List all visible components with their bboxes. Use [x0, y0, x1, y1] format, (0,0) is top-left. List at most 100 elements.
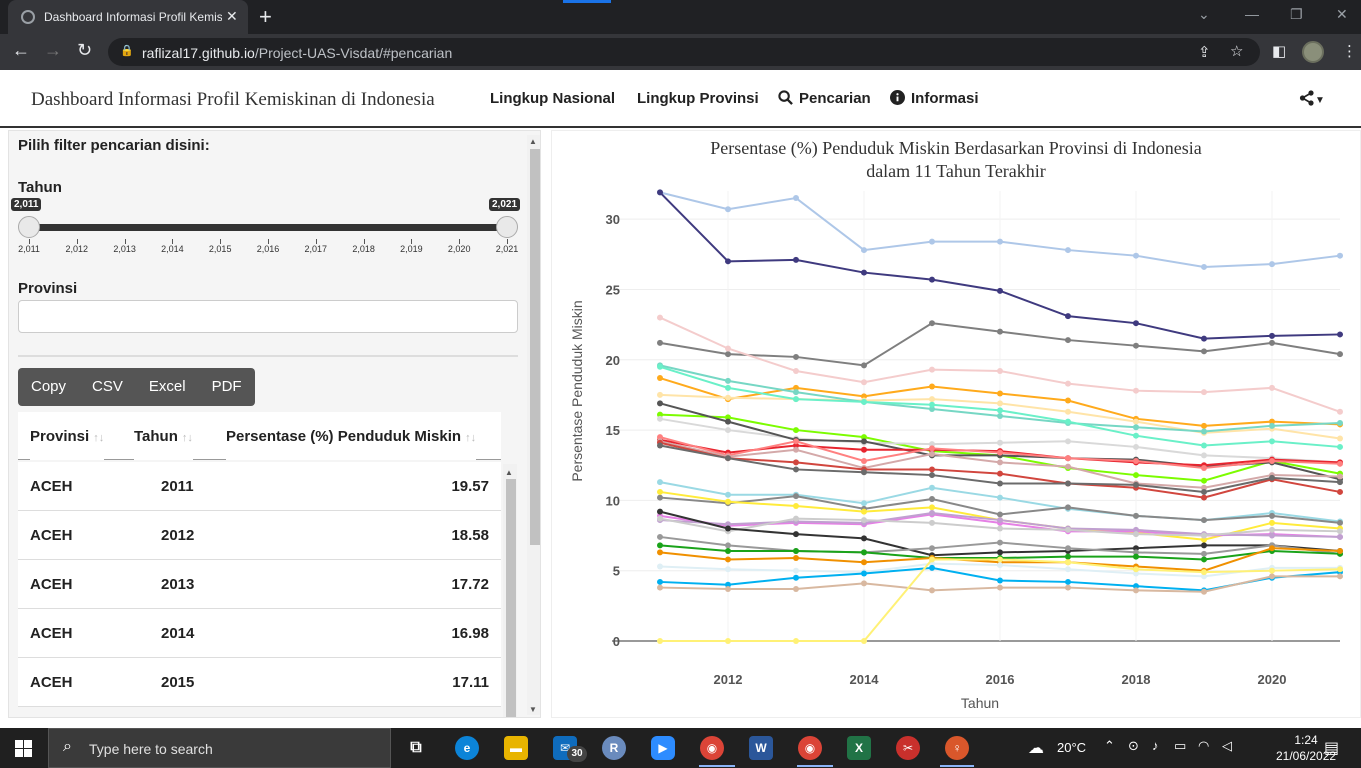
data-point [1133, 424, 1139, 431]
data-point [1133, 252, 1139, 259]
slider-to-handle[interactable] [496, 216, 518, 238]
sidebar-scroll-down-icon[interactable]: ▼ [529, 705, 537, 714]
r-icon[interactable]: R [602, 736, 626, 760]
data-point [1065, 504, 1071, 511]
excel-icon[interactable]: X [847, 736, 871, 760]
pdf-button[interactable]: PDF [211, 378, 242, 395]
slider-tick [220, 239, 222, 244]
nav-pencarian-label: Pencarian [799, 90, 871, 107]
restore-button[interactable]: ❐ [1290, 6, 1303, 22]
data-point [793, 389, 799, 396]
data-point [793, 574, 799, 581]
wifi-icon[interactable]: ◠ [1198, 738, 1210, 753]
side-panel-icon[interactable]: ◧ [1272, 43, 1287, 60]
data-point [1269, 332, 1275, 339]
chrome-profile-icon[interactable]: ◉ [798, 736, 822, 760]
edge-icon[interactable]: e [455, 736, 479, 760]
active-app-icon[interactable]: ♀ [945, 736, 969, 760]
data-point [997, 400, 1003, 407]
weather-cloud-icon[interactable]: ☁ [1028, 740, 1044, 757]
column-header-provinsi[interactable]: Provinsi ↑↓ [30, 412, 105, 460]
csv-button[interactable]: CSV [92, 378, 123, 395]
slider-tick-label: 2,019 [400, 244, 423, 254]
slider-tick [172, 239, 174, 244]
meet-icon[interactable]: ⊙ [1128, 738, 1139, 753]
table-scrollbar-thumb[interactable] [506, 479, 516, 717]
data-point [657, 515, 663, 522]
data-point [793, 493, 799, 500]
data-point [1133, 432, 1139, 439]
data-point [793, 396, 799, 403]
url-text[interactable]: raflizal17.github.io/Project-UAS-Visdat/… [142, 45, 452, 61]
new-tab-button[interactable]: + [259, 4, 272, 29]
back-arrow-icon[interactable]: ← [12, 40, 30, 60]
tab-search-icon[interactable]: ⌄ [1198, 6, 1210, 22]
reload-icon[interactable]: ↻ [77, 40, 93, 60]
table-scroll-up-icon[interactable]: ▲ [505, 468, 513, 477]
nav-pencarian[interactable]: Pencarian [778, 90, 871, 107]
nav-lingkup-provinsi[interactable]: Lingkup Provinsi [637, 90, 759, 107]
menu-dots-icon[interactable]: ⋮ [1342, 43, 1357, 60]
table-row[interactable]: ACEH 2012 18.58 [18, 511, 501, 560]
address-bar[interactable]: 🔒 raflizal17.github.io/Project-UAS-Visda… [108, 38, 1260, 66]
file-explorer-icon[interactable]: ▬ [504, 736, 528, 760]
data-point [1065, 397, 1071, 404]
slider-tick [124, 239, 126, 244]
cell-persentase: 18.58 [451, 527, 489, 544]
profile-avatar[interactable] [1302, 41, 1324, 63]
weather-temp[interactable]: 20°C [1057, 740, 1087, 755]
zoom-icon[interactable]: ▶ [651, 736, 675, 760]
share-page-icon[interactable]: ⇪ [1198, 44, 1211, 61]
taskbar-search-box[interactable]: ⌕ Type here to search [48, 728, 391, 768]
tray-chevron-icon[interactable]: ⌃ [1104, 738, 1115, 753]
bookmark-star-icon[interactable]: ☆ [1230, 43, 1244, 60]
minimize-button[interactable]: — [1245, 6, 1259, 22]
poverty-line-chart[interactable]: Persentase (%) Penduduk Miskin Berdasark… [552, 131, 1360, 717]
table-row[interactable]: ACEH 2015 17.11 [18, 658, 501, 707]
app-navbar: Dashboard Informasi Profil Kemiskinan di… [0, 70, 1361, 128]
nav-informasi[interactable]: Informasi [890, 90, 979, 107]
data-point [1269, 418, 1275, 425]
x-tick-label: 2016 [986, 672, 1015, 687]
word-icon[interactable]: W [749, 736, 773, 760]
copy-button[interactable]: Copy [31, 378, 67, 395]
windows-start-icon[interactable] [15, 740, 32, 757]
browser-tab[interactable]: Dashboard Informasi Profil Kemis ✕ [8, 0, 248, 34]
app-brand-title[interactable]: Dashboard Informasi Profil Kemiskinan di… [31, 89, 435, 110]
system-clock[interactable]: 1:24 21/06/2022 [1276, 732, 1336, 764]
volume-icon[interactable]: ◁ [1222, 738, 1232, 753]
slider-tick [29, 239, 30, 244]
data-point [1337, 435, 1343, 442]
excel-button[interactable]: Excel [148, 378, 186, 395]
cell-persentase: 17.11 [452, 674, 489, 691]
data-point [1337, 331, 1343, 338]
table-row[interactable]: ACEH 2011 19.57 [18, 462, 501, 511]
chrome-icon[interactable]: ◉ [700, 736, 724, 760]
forward-arrow-icon[interactable]: → [44, 40, 62, 60]
year-range-slider[interactable] [29, 224, 507, 231]
slider-from-handle[interactable] [18, 216, 40, 238]
table-row[interactable]: ACEH 2013 17.72 [18, 560, 501, 609]
task-view-icon[interactable]: ⧉ [410, 739, 422, 756]
close-window-button[interactable]: ✕ [1336, 6, 1348, 22]
table-row[interactable]: ACEH 2014 16.98 [18, 609, 501, 658]
sidebar-scrollbar-thumb[interactable] [530, 149, 540, 545]
data-point [657, 533, 663, 540]
sort-icon: ↑↓ [93, 432, 105, 444]
column-header-tahun[interactable]: Tahun ↑↓ [134, 412, 193, 460]
microphone-icon[interactable]: ♪ [1152, 738, 1159, 753]
close-tab-icon[interactable]: ✕ [226, 8, 238, 24]
notification-icon[interactable]: ▤ [1324, 740, 1340, 757]
cell-persentase: 16.98 [451, 625, 489, 642]
nav-lingkup-nasional[interactable]: Lingkup Nasional [490, 90, 616, 107]
sidebar-scroll-up-icon[interactable]: ▲ [529, 137, 537, 146]
mail-badge: 30 [567, 746, 587, 762]
data-point [1201, 542, 1207, 549]
snip-tool-icon[interactable]: ✂ [896, 736, 920, 760]
share-dropdown[interactable]: ▼ [1299, 88, 1325, 108]
data-point [1133, 549, 1139, 556]
column-header-persentase[interactable]: Persentase (%) Penduduk Miskin ↑↓ [226, 412, 477, 460]
province-input[interactable] [18, 300, 518, 333]
data-point [1337, 528, 1343, 535]
battery-icon[interactable]: ▭ [1174, 738, 1187, 753]
